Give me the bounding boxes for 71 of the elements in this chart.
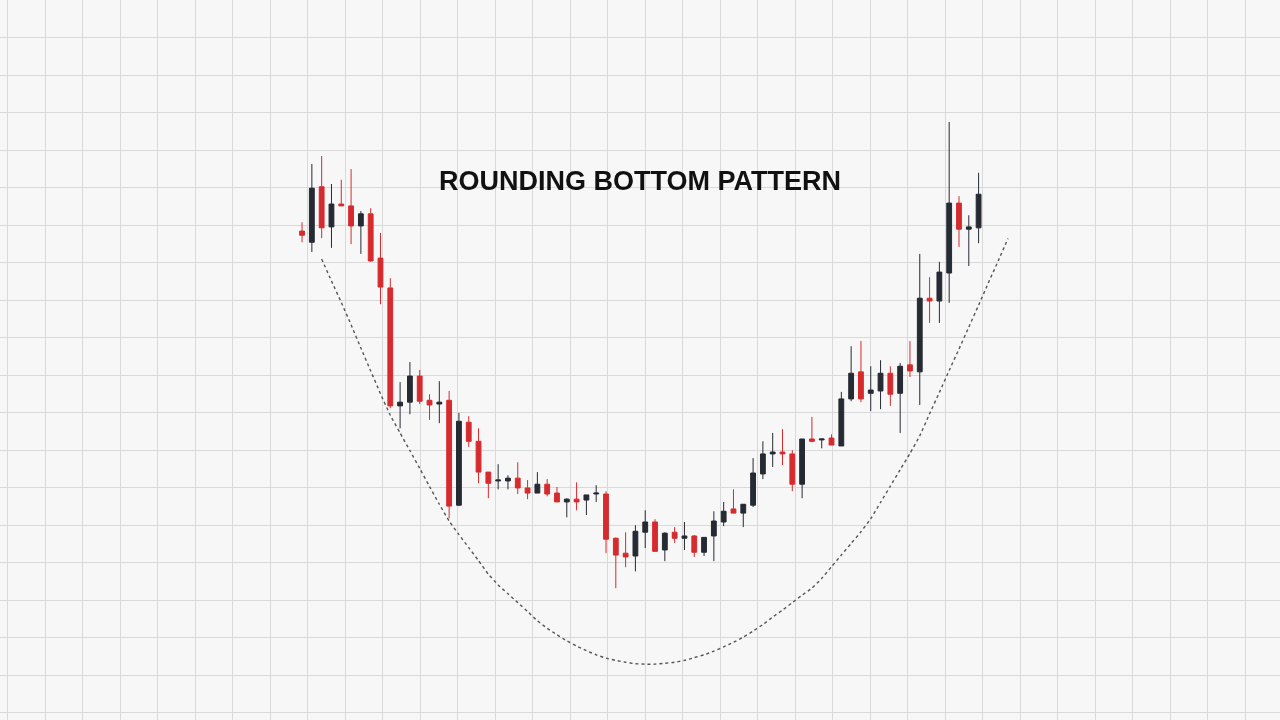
candlestick: [514, 461, 521, 495]
candlestick: [524, 479, 531, 500]
text: ROUNDING BOTTOM PATTERN: [439, 166, 841, 197]
candlestick: [612, 536, 619, 589]
candlestick: [759, 440, 766, 480]
candlestick: [328, 183, 335, 249]
candlestick: [975, 172, 982, 244]
candlestick: [789, 449, 796, 492]
candlestick: [858, 340, 864, 403]
candlestick: [750, 457, 756, 508]
candlestick: [769, 432, 776, 468]
candlestick: [397, 381, 403, 429]
candlestick: [318, 155, 325, 239]
candlestick: [632, 524, 639, 572]
candlestick: [465, 415, 472, 448]
candlestick: [583, 494, 590, 516]
candlestick: [946, 121, 953, 304]
candlestick: [710, 510, 717, 562]
candlestick: [338, 179, 345, 207]
candlestick: [407, 361, 413, 415]
candlestick: [485, 471, 492, 499]
candlestick: [505, 474, 511, 490]
candlestick: [897, 362, 904, 434]
candlestick: [416, 369, 423, 405]
candlestick: [799, 438, 806, 499]
candlestick: [495, 463, 502, 490]
candlestick: [867, 365, 874, 412]
candlestick: [308, 163, 315, 253]
candlestick: [661, 531, 668, 562]
candlestick: [299, 221, 305, 243]
candlestick: [965, 214, 972, 267]
candlestick: [691, 534, 698, 558]
candlestick: [563, 497, 570, 518]
candlestick: [848, 345, 855, 402]
candlestick: [877, 359, 884, 410]
candlestick: [926, 276, 933, 324]
candlestick: [652, 518, 658, 552]
candlestick: [622, 531, 629, 568]
candlestick: [936, 261, 943, 324]
candlestick: [720, 501, 727, 527]
candlestick: [377, 232, 384, 305]
candlestick: [446, 390, 453, 519]
candlestick: [348, 168, 354, 245]
candlestick: [916, 253, 923, 406]
candlestick: [475, 427, 482, 484]
candlestick: [838, 391, 845, 447]
candlestick: [367, 207, 374, 263]
candlestick: [534, 471, 541, 494]
candlestick: [436, 380, 443, 424]
candlestick: [907, 340, 913, 378]
candlestick: [828, 433, 835, 446]
candlestick: [681, 521, 688, 551]
candlestick: [593, 484, 600, 503]
candlestick: [387, 277, 394, 409]
candlestick: [887, 365, 894, 407]
candlestick: [544, 478, 551, 497]
candlestick: [779, 428, 786, 466]
candlestick: [603, 490, 609, 554]
candlestick: [818, 438, 825, 449]
candlestick: [426, 393, 433, 421]
candlestick: [701, 536, 707, 557]
candlestick: [809, 416, 815, 443]
candlestick: [956, 195, 962, 248]
candlestick: [357, 210, 364, 255]
candlestick: [554, 486, 560, 503]
candlestick: [730, 488, 737, 514]
candlestick: [740, 503, 747, 528]
candlestick: [642, 509, 649, 549]
candlestick: [456, 412, 462, 507]
candlestick: [671, 526, 678, 544]
candlestick: [573, 481, 580, 511]
